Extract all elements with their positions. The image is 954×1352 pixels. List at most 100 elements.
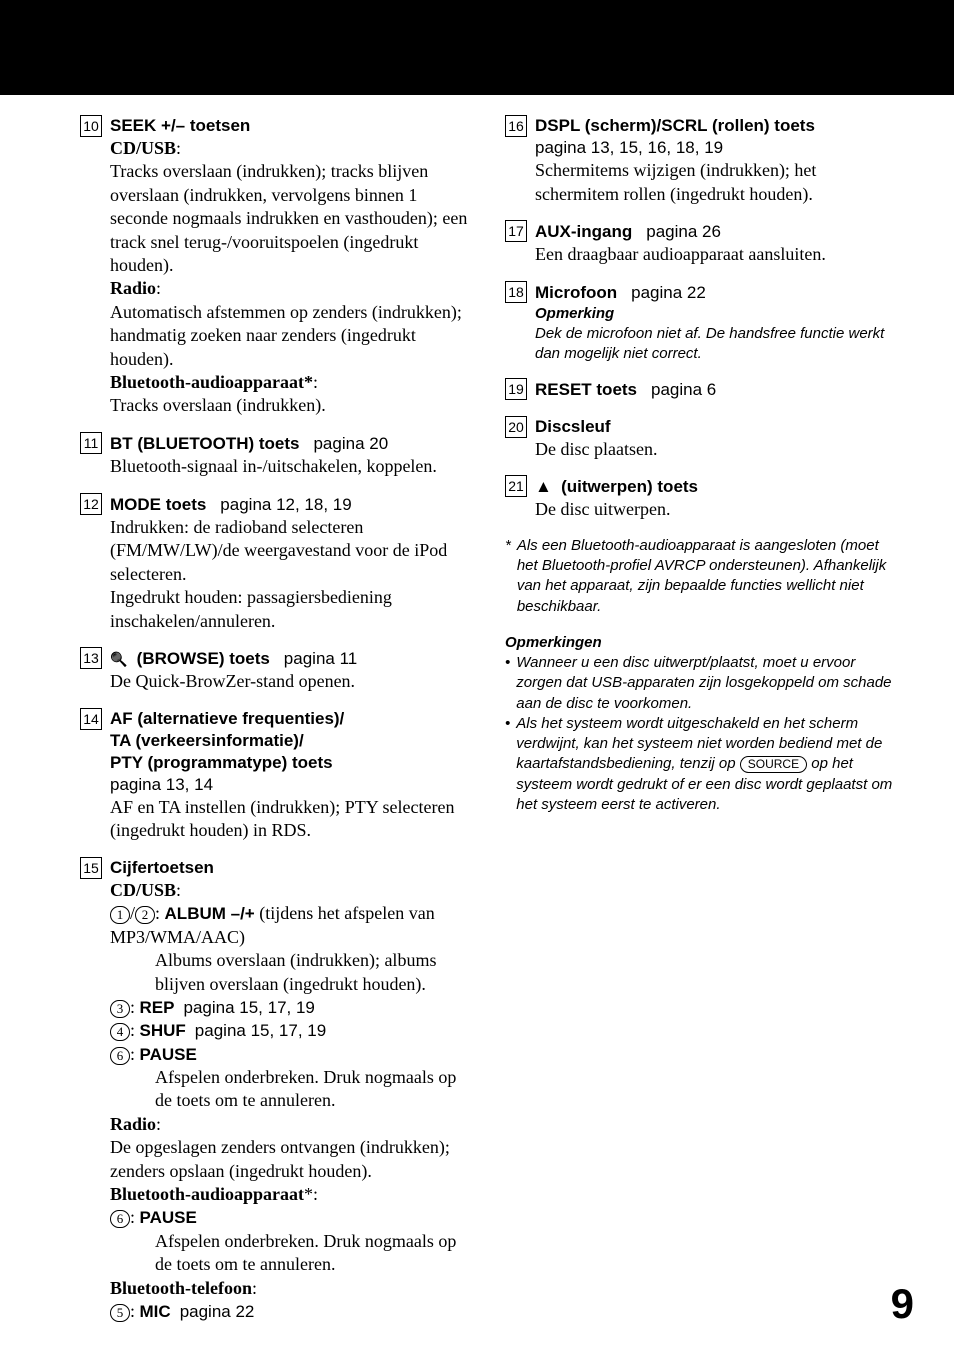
key-6-icon: 6 [110, 1210, 130, 1228]
page-ref: pagina 22 [622, 283, 706, 302]
pause-label: PAUSE [140, 1045, 197, 1064]
item-title: DSPL (scherm)/SCRL (rollen) toets [535, 115, 900, 137]
item-number: 21 [505, 475, 527, 497]
pause-label: PAUSE [140, 1208, 197, 1227]
subheading: Bluetooth-audioapparaat [110, 1184, 304, 1204]
bullet-text: Wanneer u een disc uitwerpt/plaatst, moe… [516, 653, 900, 714]
item-body: AUX-ingang pagina 26 Een draagbaar audio… [535, 220, 900, 267]
item-title: AUX-ingang [535, 222, 632, 241]
item-20: 20 Discsleuf De disc plaatsen. [505, 416, 900, 461]
page-ref: pagina 12, 18, 19 [211, 495, 352, 514]
item-text: AF en TA instellen (indrukken); PTY sele… [110, 796, 475, 843]
note-bullet-2: • Als het systeem wordt uitgeschakeld en… [505, 714, 900, 815]
eject-icon: ▲ [535, 477, 552, 496]
item-17: 17 AUX-ingang pagina 26 Een draagbaar au… [505, 220, 900, 267]
album-label: ALBUM –/+ [165, 904, 255, 923]
subheading: Radio [110, 1114, 156, 1134]
item-title: Discsleuf [535, 416, 900, 438]
row-pause: 6: PAUSE Afspelen onderbreken. Druk nogm… [110, 1043, 475, 1113]
item-text: Een draagbaar audioapparaat aansluiten. [535, 243, 900, 266]
row-shuf: 4: SHUF pagina 15, 17, 19 [110, 1019, 475, 1042]
item-11: 11 BT (BLUETOOTH) toets pagina 20 Blueto… [80, 432, 475, 479]
pause-body: Afspelen onderbreken. Druk nogmaals op d… [155, 1066, 475, 1113]
bullet-icon: • [505, 714, 510, 815]
item-number: 14 [80, 708, 102, 730]
item-19: 19 RESET toets pagina 6 [505, 378, 900, 401]
item-16: 16 DSPL (scherm)/SCRL (rollen) toets pag… [505, 115, 900, 206]
item-text: De disc plaatsen. [535, 438, 900, 461]
subheading: CD/USB [110, 880, 176, 900]
item-text: Bluetooth-signaal in-/uitschakelen, kopp… [110, 455, 475, 478]
search-icon [110, 648, 127, 668]
item-number: 17 [505, 220, 527, 242]
item-title: SEEK +/– toetsen [110, 115, 475, 137]
item-title: MODE toets [110, 495, 206, 514]
item-body: RESET toets pagina 6 [535, 378, 900, 401]
subheading: Radio [110, 278, 156, 298]
item-body: (BROWSE) toets pagina 11 De Quick-BrowZe… [110, 647, 475, 694]
footnote-star: * [505, 536, 511, 617]
key-2-icon: 2 [135, 906, 155, 924]
item-body: BT (BLUETOOTH) toets pagina 20 Bluetooth… [110, 432, 475, 479]
rep-label: REP [140, 998, 175, 1017]
bullet-text: Als het systeem wordt uitgeschakeld en h… [516, 714, 900, 815]
subheading: CD/USB [110, 138, 176, 158]
key-1-icon: 1 [110, 906, 130, 924]
section-cd-usb: CD/USB: 1/2: ALBUM –/+ (tijdens het afsp… [110, 879, 475, 1113]
left-column: 10 SEEK +/– toetsen CD/USB: Tracks overs… [80, 115, 475, 1337]
item-title: (BROWSE) toets [132, 649, 270, 668]
item-title: AF (alternatieve frequenties)/ TA (verke… [110, 708, 475, 774]
item-21: 21 ▲ (uitwerpen) toets De disc uitwerpen… [505, 475, 900, 522]
note-heading: Opmerking [535, 304, 900, 324]
item-number: 16 [505, 115, 527, 137]
key-5-icon: 5 [110, 1304, 130, 1322]
page-ref: pagina 15, 17, 19 [183, 998, 314, 1017]
section-bt-phone: Bluetooth-telefoon: 5: MIC pagina 22 [110, 1277, 475, 1324]
item-title: (uitwerpen) toets [556, 477, 698, 496]
page-ref: pagina 13, 14 [110, 774, 475, 796]
page-ref: pagina 22 [180, 1302, 255, 1321]
item-14: 14 AF (alternatieve frequenties)/ TA (ve… [80, 708, 475, 843]
item-number: 11 [80, 432, 102, 454]
item-body: AF (alternatieve frequenties)/ TA (verke… [110, 708, 475, 843]
item-body: Cijfertoetsen CD/USB: 1/2: ALBUM –/+ (ti… [110, 857, 475, 1324]
footnote-text: Als een Bluetooth-audioapparaat is aange… [517, 536, 900, 617]
row-rep: 3: REP pagina 15, 17, 19 [110, 996, 475, 1019]
item-18: 18 Microfoon pagina 22 Opmerking Dek de … [505, 281, 900, 364]
mic-label: MIC [140, 1302, 171, 1321]
page-ref: pagina 11 [274, 649, 357, 668]
item-13: 13 (BROWSE) toets pagina 11 De Quick-Bro… [80, 647, 475, 694]
section-radio: Radio: Automatisch afstemmen op zenders … [110, 277, 475, 371]
section-text: Automatisch afstemmen op zenders (indruk… [110, 301, 475, 371]
notes-section: Opmerkingen • Wanneer u een disc uitwerp… [505, 633, 900, 815]
subheading: Bluetooth-audioapparaat* [110, 372, 313, 392]
item-body: Microfoon pagina 22 Opmerking Dek de mic… [535, 281, 900, 364]
item-12: 12 MODE toets pagina 12, 18, 19 Indrukke… [80, 493, 475, 633]
pause-body: Afspelen onderbreken. Druk nogmaals op d… [155, 1230, 475, 1277]
page-ref: pagina 13, 15, 16, 18, 19 [535, 137, 900, 159]
item-number: 19 [505, 378, 527, 400]
right-column: 16 DSPL (scherm)/SCRL (rollen) toets pag… [505, 115, 900, 1337]
notes-heading: Opmerkingen [505, 633, 900, 653]
page-ref: pagina 20 [304, 434, 388, 453]
item-title: Microfoon [535, 283, 617, 302]
item-text: De Quick-BrowZer-stand openen. [110, 670, 475, 693]
subheading: Bluetooth-telefoon [110, 1278, 252, 1298]
source-button-icon: SOURCE [740, 756, 807, 773]
album-desc: (tijdens het afspelen van MP3/WMA/AAC) [110, 903, 435, 946]
item-body: SEEK +/– toetsen CD/USB: Tracks overslaa… [110, 115, 475, 418]
item-text: Indrukken: de radioband selecteren (FM/M… [110, 516, 475, 633]
item-number: 12 [80, 493, 102, 515]
item-number: 20 [505, 416, 527, 438]
note-bullet-1: • Wanneer u een disc uitwerpt/plaatst, m… [505, 653, 900, 714]
footnote: * Als een Bluetooth-audioapparaat is aan… [505, 536, 900, 617]
album-body: Albums overslaan (indrukken); albums bli… [155, 949, 475, 996]
item-title: BT (BLUETOOTH) toets [110, 434, 300, 453]
item-body: MODE toets pagina 12, 18, 19 Indrukken: … [110, 493, 475, 633]
page-ref: pagina 15, 17, 19 [195, 1021, 326, 1040]
section-text: Tracks overslaan (indrukken); tracks bli… [110, 160, 475, 277]
item-10: 10 SEEK +/– toetsen CD/USB: Tracks overs… [80, 115, 475, 418]
page-ref: pagina 6 [642, 380, 717, 399]
section-cd-usb: CD/USB: Tracks overslaan (indrukken); tr… [110, 137, 475, 277]
key-3-icon: 3 [110, 1000, 130, 1018]
